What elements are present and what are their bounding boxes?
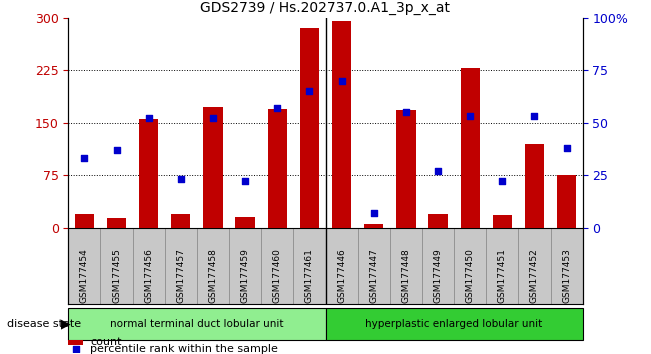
- Bar: [68, 228, 100, 304]
- Point: [143, 115, 154, 121]
- Text: GSM177455: GSM177455: [112, 248, 121, 303]
- Text: GSM177454: GSM177454: [80, 248, 89, 303]
- Bar: [236, 217, 255, 228]
- Title: GDS2739 / Hs.202737.0.A1_3p_x_at: GDS2739 / Hs.202737.0.A1_3p_x_at: [201, 1, 450, 15]
- Bar: [268, 109, 287, 228]
- Point: [176, 176, 186, 182]
- Bar: [107, 218, 126, 228]
- Bar: [171, 213, 191, 228]
- Text: GSM177461: GSM177461: [305, 248, 314, 303]
- Bar: [139, 119, 158, 228]
- Bar: [165, 228, 197, 304]
- Bar: [518, 228, 551, 304]
- Bar: [454, 228, 486, 304]
- Point: [272, 105, 283, 111]
- Text: GSM177460: GSM177460: [273, 248, 282, 303]
- Point: [208, 115, 218, 121]
- Point: [368, 210, 379, 216]
- Bar: [390, 228, 422, 304]
- Text: GSM177447: GSM177447: [369, 248, 378, 303]
- Bar: [203, 107, 223, 228]
- Text: GSM177452: GSM177452: [530, 248, 539, 303]
- Text: percentile rank within the sample: percentile rank within the sample: [90, 343, 278, 354]
- Bar: [68, 340, 83, 345]
- Point: [70, 346, 81, 352]
- Point: [433, 168, 443, 174]
- Bar: [332, 21, 352, 228]
- Bar: [493, 215, 512, 228]
- Text: hyperplastic enlarged lobular unit: hyperplastic enlarged lobular unit: [365, 319, 543, 329]
- Bar: [525, 144, 544, 228]
- Bar: [551, 228, 583, 304]
- Point: [497, 178, 508, 184]
- Bar: [100, 228, 133, 304]
- Text: disease state: disease state: [7, 319, 81, 329]
- Bar: [396, 110, 415, 228]
- Text: GSM177448: GSM177448: [402, 248, 410, 303]
- Bar: [460, 68, 480, 228]
- Bar: [294, 228, 326, 304]
- Bar: [229, 228, 261, 304]
- Point: [529, 114, 540, 119]
- Text: GSM177446: GSM177446: [337, 248, 346, 303]
- Point: [111, 147, 122, 153]
- Text: GSM177450: GSM177450: [465, 248, 475, 303]
- Text: GSM177458: GSM177458: [208, 248, 217, 303]
- Text: GSM177459: GSM177459: [241, 248, 249, 303]
- Text: GSM177449: GSM177449: [434, 248, 443, 303]
- Bar: [133, 228, 165, 304]
- Point: [79, 155, 90, 161]
- FancyBboxPatch shape: [326, 308, 583, 340]
- Bar: [428, 213, 448, 228]
- FancyBboxPatch shape: [68, 308, 326, 340]
- Point: [400, 109, 411, 115]
- Point: [337, 78, 347, 84]
- Bar: [557, 175, 576, 228]
- Text: ▶: ▶: [61, 318, 70, 330]
- Point: [465, 114, 475, 119]
- Bar: [422, 228, 454, 304]
- Text: GSM177457: GSM177457: [176, 248, 186, 303]
- Bar: [486, 228, 518, 304]
- Bar: [364, 224, 383, 228]
- Point: [304, 88, 314, 94]
- Bar: [75, 213, 94, 228]
- Text: count: count: [90, 337, 122, 348]
- Point: [561, 145, 572, 150]
- Text: normal terminal duct lobular unit: normal terminal duct lobular unit: [110, 319, 284, 329]
- Bar: [197, 228, 229, 304]
- Text: GSM177453: GSM177453: [562, 248, 571, 303]
- Bar: [357, 228, 390, 304]
- Bar: [326, 228, 357, 304]
- Text: GSM177451: GSM177451: [498, 248, 506, 303]
- Bar: [261, 228, 294, 304]
- Bar: [299, 28, 319, 228]
- Point: [240, 178, 251, 184]
- Text: GSM177456: GSM177456: [145, 248, 153, 303]
